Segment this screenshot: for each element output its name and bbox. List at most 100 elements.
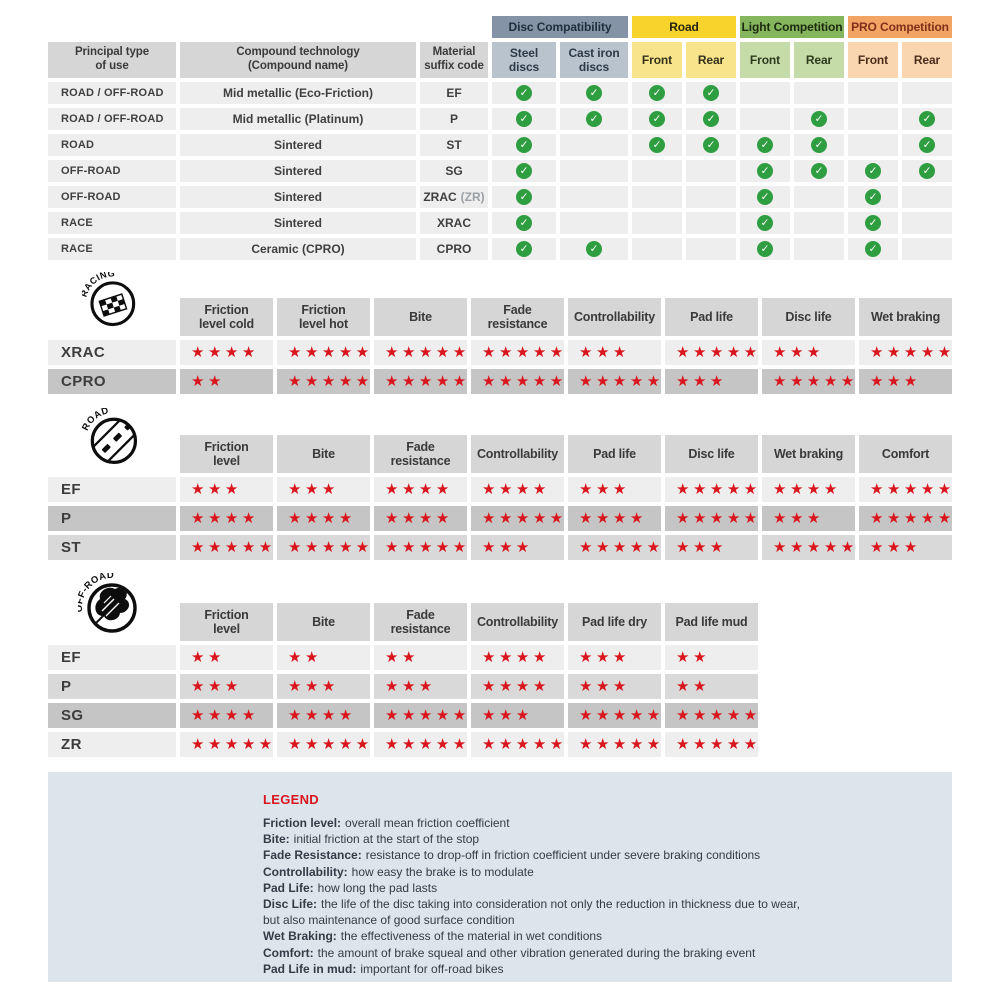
suffix-code: EF [446, 86, 462, 100]
check-icon: ✓ [757, 189, 773, 205]
suffix-cell: SG [420, 160, 488, 182]
legend-item: Fade Resistance: resistance to drop-off i… [263, 847, 800, 863]
legend-term: Wet Braking: [263, 929, 337, 944]
sub-header-steel-discs: Steel discs [492, 42, 556, 78]
rating-column-wet-braking: Wet braking [859, 298, 952, 336]
compound-cell: Sintered [180, 134, 416, 156]
stars-cell: ★★★★ [471, 645, 564, 670]
stars-cell: ★★★★★ [277, 732, 370, 757]
offroad-mud-icon: OFF-ROAD [78, 573, 137, 633]
compound-cell: Sintered [180, 186, 416, 208]
star-rating: ★★★★★ [579, 538, 664, 556]
check-icon: ✓ [516, 111, 532, 127]
stars-cell: ★★ [180, 369, 273, 394]
rating-column-friction-level-hot: Friction level hot [277, 298, 370, 336]
column-header-compound: Compound technology (Compound name) [180, 42, 416, 78]
star-rating: ★★★★★ [482, 343, 567, 361]
compound-label-zr: ZR [48, 732, 176, 757]
star-rating: ★★★ [579, 480, 630, 498]
compat-cell [848, 134, 898, 156]
star-rating: ★★★★★ [385, 372, 470, 390]
star-rating: ★★★ [773, 509, 824, 527]
star-rating: ★★★ [676, 538, 727, 556]
compat-cell [794, 212, 844, 234]
compound-label-p: P [48, 674, 176, 699]
check-icon: ✓ [586, 241, 602, 257]
legend-desc: overall mean friction coefficient [345, 816, 510, 830]
compat-cell: ✓ [492, 134, 556, 156]
check-icon: ✓ [865, 215, 881, 231]
legend-panel: LEGEND Friction level: overall mean frict… [48, 772, 952, 982]
stars-cell: ★★★★★ [277, 369, 370, 394]
star-rating: ★★★★★ [676, 343, 761, 361]
check-icon: ✓ [586, 111, 602, 127]
compat-cell [740, 108, 790, 130]
compat-cell: ✓ [686, 108, 736, 130]
stars-cell: ★★★★★ [762, 369, 855, 394]
legend-content: LEGEND Friction level: overall mean frict… [263, 792, 800, 977]
use-cell: OFF-ROAD [48, 160, 176, 182]
legend-item: Pad Life: how long the pad lasts [263, 880, 800, 896]
compound-label-ef: EF [48, 645, 176, 670]
check-icon: ✓ [586, 85, 602, 101]
rating-column-friction-level: Friction level [180, 435, 273, 473]
rating-column-wet-braking: Wet braking [762, 435, 855, 473]
sub-header-rear: Rear [902, 42, 952, 78]
rating-column-controllability: Controllability [471, 603, 564, 641]
compound-label-ef: EF [48, 477, 176, 502]
compat-cell: ✓ [902, 108, 952, 130]
star-rating: ★★★★ [288, 706, 356, 724]
offroad-table: Friction level Bite Fade resistance Control… [48, 603, 758, 757]
stars-cell: ★★★★ [277, 703, 370, 728]
check-icon: ✓ [516, 241, 532, 257]
suffix-code: ZRAC [423, 190, 457, 204]
star-rating: ★★★ [579, 677, 630, 695]
rating-column-controllability: Controllability [568, 298, 661, 336]
compat-cell [686, 212, 736, 234]
road-icon: ROAD [82, 408, 142, 468]
check-icon: ✓ [757, 163, 773, 179]
compat-cell [902, 186, 952, 208]
star-rating: ★★★★ [482, 677, 550, 695]
star-rating: ★★★ [482, 538, 533, 556]
stars-cell: ★★★★★ [665, 703, 758, 728]
star-rating: ★★★ [676, 372, 727, 390]
compat-cell: ✓ [902, 134, 952, 156]
legend-desc: important for off-road bikes [360, 961, 504, 976]
stars-cell: ★★★★★ [568, 703, 661, 728]
group-header-pro-competition: PRO Competition [848, 16, 952, 38]
compound-cell: Mid metallic (Platinum) [180, 108, 416, 130]
rating-column-bite: Bite [277, 435, 370, 473]
group-header-light-competition: Light Competition [740, 16, 844, 38]
compat-cell: ✓ [560, 238, 628, 260]
legend-desc: how long the pad lasts [317, 880, 438, 895]
compat-cell [794, 82, 844, 104]
suffix-code: ST [446, 138, 462, 152]
legend-desc: initial friction at the start of the sto… [293, 832, 480, 847]
group-header-disc-compatibility: Disc Compatibility [492, 16, 628, 38]
compat-cell [686, 160, 736, 182]
rating-header-spacer [48, 435, 176, 473]
stars-cell: ★★★★ [374, 477, 467, 502]
compat-cell: ✓ [794, 160, 844, 182]
star-rating: ★★★★ [482, 480, 550, 498]
star-rating: ★★★★ [773, 480, 841, 498]
compat-cell [632, 212, 682, 234]
use-cell: RACE [48, 212, 176, 234]
rating-column-pad-life: Pad life [568, 435, 661, 473]
check-icon: ✓ [811, 137, 827, 153]
stars-cell: ★★★★★ [568, 535, 661, 560]
legend-item: Pad Life in mud: important for off-road b… [263, 961, 800, 977]
stars-cell: ★★★★ [568, 506, 661, 531]
compat-cell: ✓ [632, 82, 682, 104]
legend-item: Friction level: overall mean friction coe… [263, 815, 800, 831]
sub-header-front: Front [740, 42, 790, 78]
sub-header-cast-iron-discs: Cast iron discs [560, 42, 628, 78]
column-header-suffix: Material suffix code [420, 42, 488, 78]
check-icon: ✓ [865, 163, 881, 179]
stars-cell: ★★★★ [471, 674, 564, 699]
road-table: Friction level Bite Fade resistance Control… [48, 435, 952, 560]
rating-header-spacer [48, 603, 176, 641]
star-rating: ★★★★ [579, 509, 647, 527]
